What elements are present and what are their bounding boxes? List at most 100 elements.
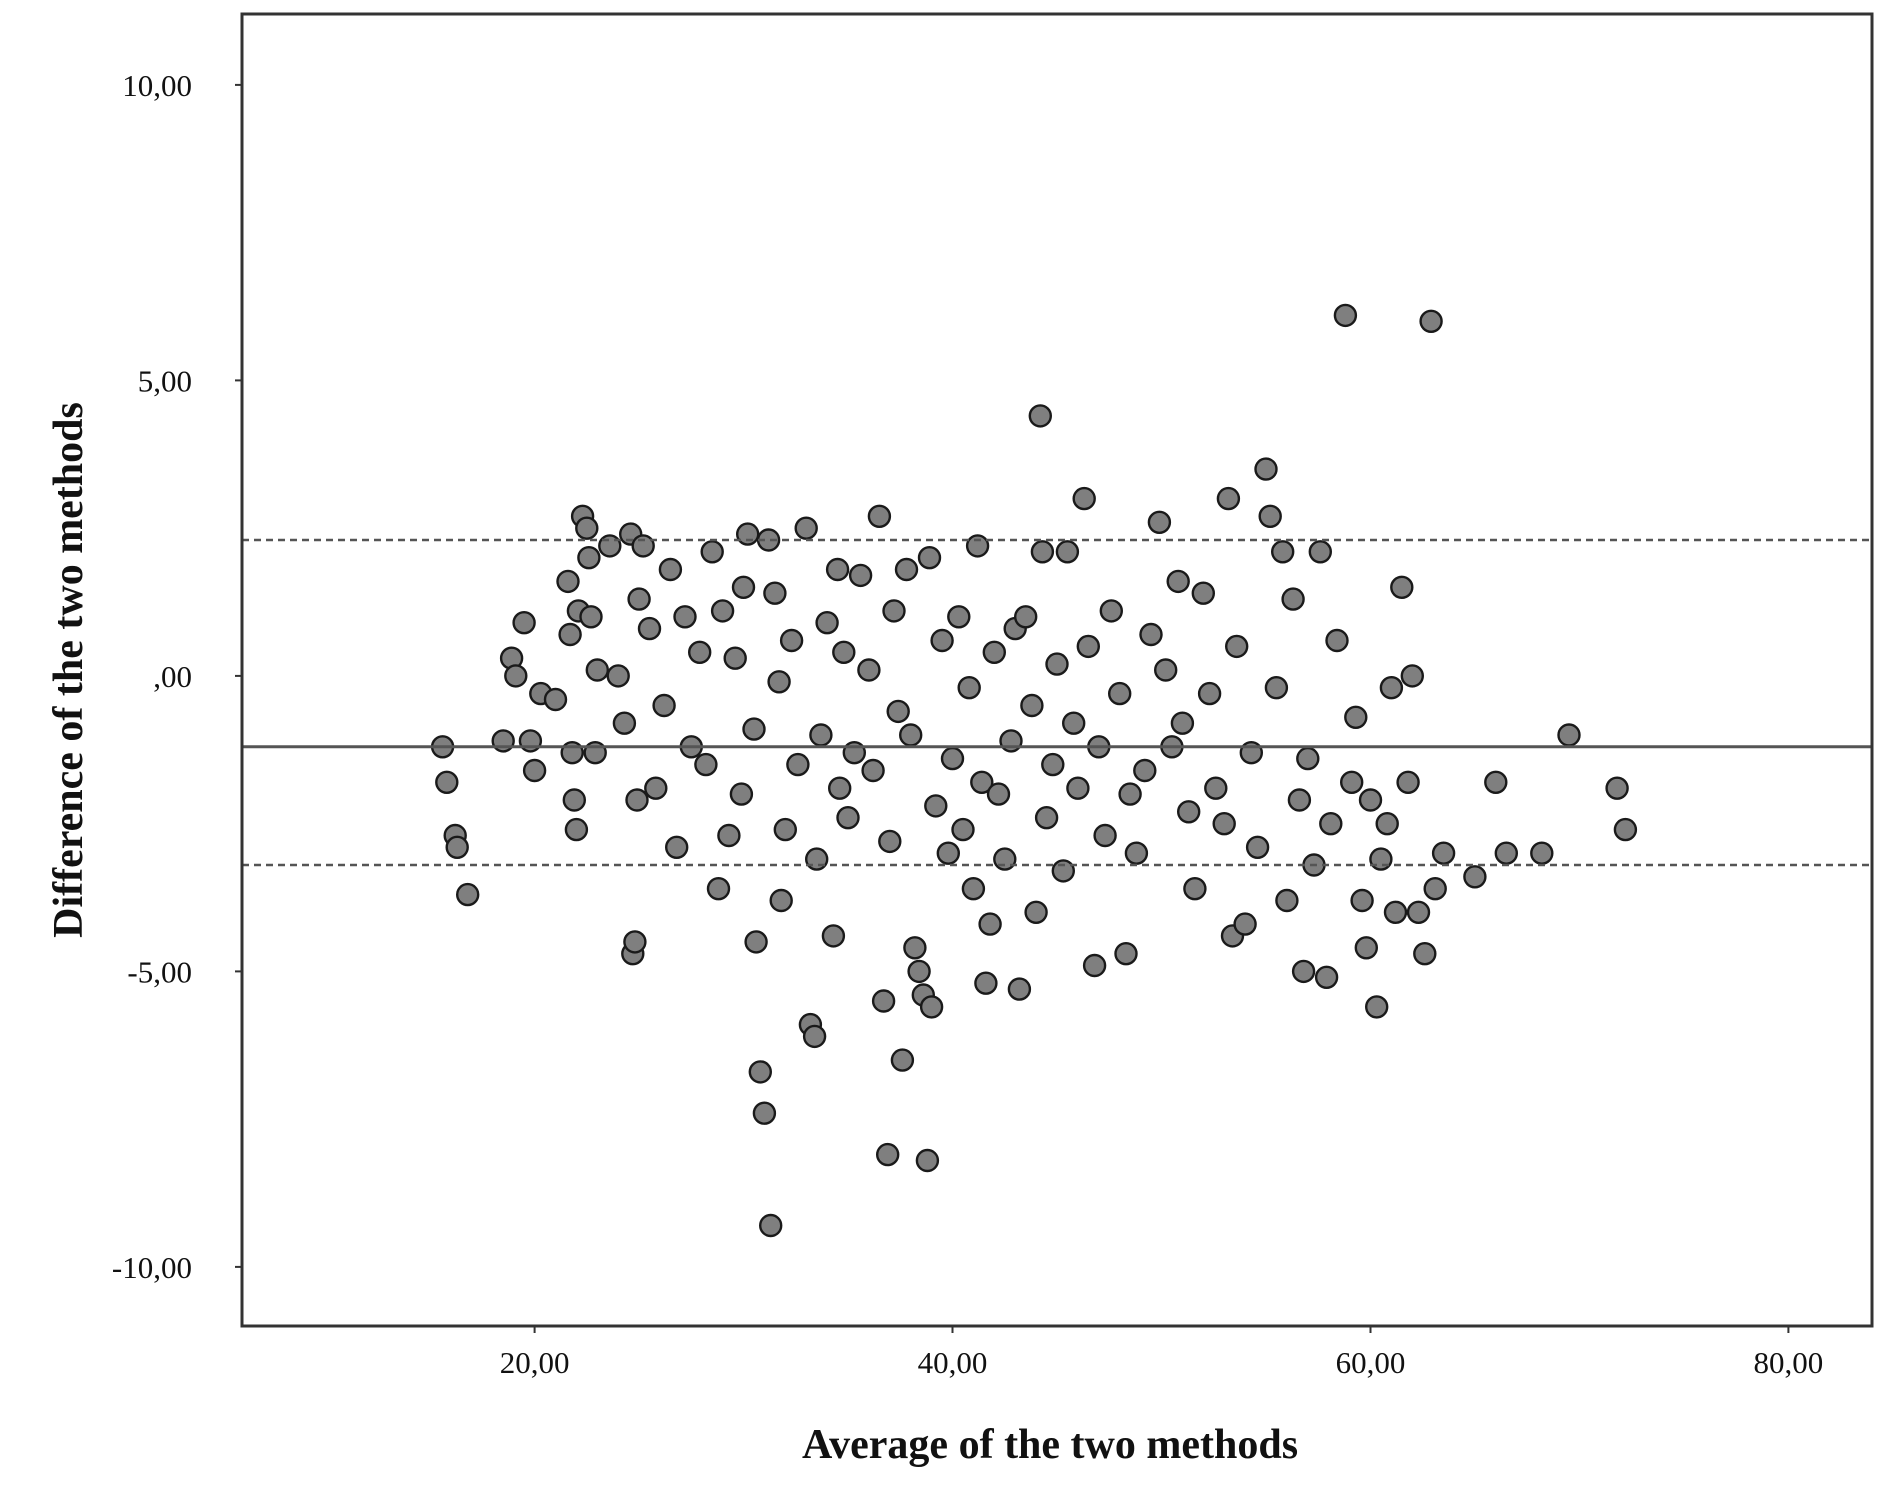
scatter-point [1166, 569, 1190, 594]
x-tick-label: 80,00 [1754, 1345, 1824, 1380]
scatter-point [1325, 628, 1349, 653]
scatter-point [1354, 936, 1379, 960]
scatter-point [575, 516, 599, 540]
scatter-point [759, 1213, 783, 1238]
scatter-point [1204, 776, 1228, 800]
scatter-point [1061, 711, 1086, 735]
scatter-point [965, 534, 990, 558]
x-axis-title: Average of the two methods [802, 1422, 1298, 1468]
scatter-point [1183, 877, 1207, 901]
scatter-point [579, 605, 603, 629]
scatter-point [1013, 605, 1038, 629]
scatter-point [1197, 681, 1222, 706]
scatter-point [1344, 705, 1368, 729]
scatter-point [1296, 746, 1320, 771]
scatter-point [917, 546, 942, 570]
scatter-point [857, 658, 881, 682]
y-tick-label: ,00 [153, 659, 192, 694]
scatter-point [915, 1148, 940, 1173]
scatter-point [1139, 622, 1163, 647]
scatter-point [456, 882, 480, 907]
scatter-point [982, 640, 1006, 664]
scatter-point [1051, 859, 1076, 883]
scatter-point [1099, 599, 1124, 623]
scatter-point [1216, 486, 1241, 511]
scatter-point [1364, 995, 1389, 1019]
scatter-point [1287, 788, 1312, 812]
scatter-point [821, 924, 846, 948]
scatter-point [1233, 912, 1257, 936]
scatter-point [564, 817, 589, 842]
scatter-point [625, 788, 649, 812]
scatter-point [1124, 841, 1149, 865]
scatter-point [598, 534, 622, 558]
scatter-point [1423, 877, 1447, 901]
scatter-point [1034, 806, 1059, 830]
scatter-point [1114, 942, 1138, 966]
scatter-point [899, 723, 923, 747]
scatter-point [558, 622, 582, 647]
y-tick-label: -10,00 [112, 1250, 192, 1285]
scatter-point [627, 587, 651, 611]
scatter-point [665, 835, 689, 859]
scatter-point [1613, 817, 1638, 842]
scatter-point [1463, 865, 1487, 889]
scatter-point [1494, 841, 1519, 865]
scatter-point [832, 640, 856, 664]
scatter-point [1390, 575, 1414, 599]
scatter-point [729, 782, 754, 806]
scatter-point [1258, 504, 1282, 528]
scatter-point [903, 936, 927, 960]
scatter-point [1224, 634, 1249, 659]
scatter-point [890, 1048, 915, 1072]
scatter-point [1605, 776, 1629, 800]
scatter-point [1024, 900, 1048, 924]
scatter-point [723, 646, 747, 670]
scatter-point [1319, 812, 1343, 836]
scatter-point [731, 575, 756, 599]
scatter-point [1314, 965, 1339, 989]
scatter-point [848, 563, 873, 588]
scatter-point [1254, 457, 1278, 481]
scatter-point [886, 699, 910, 724]
scatter-point [769, 888, 793, 913]
scatter-point [907, 959, 931, 984]
scatter-point [961, 877, 986, 901]
scatter-point [1093, 823, 1117, 848]
scatter-point [1212, 812, 1236, 836]
scatter-point [652, 693, 676, 718]
scatter-point [504, 664, 528, 688]
scatter-point [1291, 959, 1316, 984]
scatter-point [736, 522, 760, 546]
scatter-point [1107, 681, 1132, 706]
scatter-point [612, 711, 637, 735]
scatter-point [1153, 658, 1178, 682]
scatter-point [1066, 776, 1090, 800]
scatter-point [1358, 788, 1383, 812]
scatter-point [445, 835, 469, 859]
scatter-point [1030, 540, 1055, 564]
scatter-point [1072, 486, 1096, 511]
scatter-point [1020, 693, 1044, 718]
scatter-point [742, 717, 766, 741]
scatter-point [1339, 770, 1364, 794]
scatter-point [936, 841, 960, 865]
scatter-point [512, 611, 536, 635]
scatter-point [658, 557, 683, 582]
scatter-point [1045, 652, 1069, 676]
scatter-point [752, 1101, 777, 1125]
scatter-point [556, 569, 580, 594]
scatter-point [1419, 309, 1443, 333]
scatter-point [673, 605, 697, 629]
scatter-point [978, 912, 1002, 936]
scatter-point [1400, 664, 1425, 688]
y-tick-label: 5,00 [138, 363, 192, 398]
scatter-point [951, 817, 975, 842]
scatter-point [1406, 900, 1431, 924]
x-tick-label: 40,00 [918, 1345, 988, 1380]
scatter-point [435, 770, 459, 794]
scatter-point [1333, 303, 1358, 328]
x-tick-label: 60,00 [1336, 1345, 1406, 1380]
y-ticks-layer: 10,00 5,00 ,00 -5,00 -10,00 [112, 68, 242, 1285]
